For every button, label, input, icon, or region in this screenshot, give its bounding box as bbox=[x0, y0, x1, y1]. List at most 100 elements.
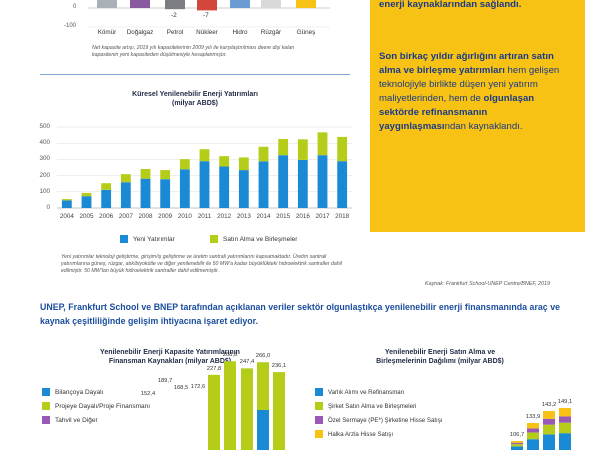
top-category-label: Nükleer bbox=[196, 29, 218, 36]
main-chart-title-line1: Küresel Yenilenebilir Enerji Yatırımları bbox=[132, 91, 258, 98]
br-bar-0-seg-0 bbox=[511, 446, 523, 450]
top-bar-1 bbox=[130, 0, 150, 8]
br-legend-label: Şirket Satın Alma ve Birleşmeleri bbox=[328, 402, 417, 410]
bottom-right-title-line1: Yenilenebilir Enerji Satın Alma ve bbox=[384, 349, 496, 356]
main-bar-ma-2010 bbox=[179, 159, 190, 170]
bottom-left-title: Yenilenebilir Enerji Kapasite Yatırımlar… bbox=[60, 348, 280, 367]
main-xtick-label: 2006 bbox=[99, 213, 114, 220]
top-category-label: Doğalgaz bbox=[126, 29, 154, 36]
top-bar-0 bbox=[97, 0, 117, 8]
top-bar-4 bbox=[230, 0, 250, 8]
callout-normal-1: hem gelişen teknolojiyle birlikte düşen … bbox=[379, 64, 560, 104]
main-ytick-label: 100 bbox=[39, 187, 50, 195]
bottom-right-title-line2: Birleşmelerinin Dağılımı (milyar ABD$) bbox=[376, 358, 504, 366]
top-divider bbox=[40, 74, 350, 75]
main-ytick-label: 0 bbox=[46, 204, 50, 211]
capacity-change-chart bbox=[88, 0, 330, 28]
global-investment-chart bbox=[57, 126, 352, 209]
main-bar-new-2004 bbox=[61, 200, 72, 208]
br-bar-3-seg-0 bbox=[559, 433, 571, 450]
br-bar-3-seg-2 bbox=[559, 416, 571, 423]
br-bar-value-label: 106,7 bbox=[509, 432, 525, 438]
main-legend-ma: Satın Alma ve Birleşmeler bbox=[210, 235, 297, 243]
bl-legend-item: Bilançoya Dayalı bbox=[42, 388, 103, 396]
top-ytick-0: 0 bbox=[73, 4, 77, 10]
main-chart-title-line2: (milyar ABD$) bbox=[171, 100, 219, 108]
bl-bar-value-label: 236,1 bbox=[271, 363, 287, 370]
top-label-nukleer: -7 bbox=[203, 12, 209, 19]
bl-bar-value-label: 172,6 bbox=[190, 384, 206, 391]
top-negative-bar-0 bbox=[165, 8, 185, 10]
br-legend-item: Varlık Alımı ve Refinansman bbox=[315, 388, 404, 396]
bl-legend-item: Tahvil ve Diğer bbox=[42, 416, 98, 424]
top-bar-3 bbox=[197, 0, 217, 8]
bl-bar-value-label: 168,5 bbox=[173, 385, 189, 392]
legend-swatch-new bbox=[120, 235, 128, 243]
bl-bar-blue-segment bbox=[257, 410, 269, 450]
main-bar-ma-2006 bbox=[101, 183, 112, 190]
main-bar-new-2005 bbox=[81, 196, 92, 208]
main-bar-new-2010 bbox=[179, 169, 190, 208]
top-bar-6 bbox=[296, 0, 316, 8]
main-ytick-label: 500 bbox=[39, 123, 50, 130]
main-ytick-label: 400 bbox=[39, 139, 50, 147]
br-bar-3-seg-3 bbox=[559, 408, 571, 417]
top-ytick-minus100: -100 bbox=[64, 23, 77, 29]
br-legend-item: Şirket Satın Alma ve Birleşmeleri bbox=[315, 402, 416, 410]
bottom-left-title-line2: Finansman Kaynakları (milyar ABD$) bbox=[108, 358, 232, 366]
br-legend-label: Özel Sermaye (PE*) Şirketine Hisse Satış… bbox=[328, 416, 443, 424]
br-bar-1-seg-0 bbox=[527, 439, 539, 450]
bl-bar-value-label: 227,8 bbox=[206, 365, 222, 372]
main-bar-new-2012 bbox=[219, 166, 230, 208]
main-bar-new-2007 bbox=[120, 182, 131, 208]
main-legend-new: Yeni Yatırımlar bbox=[120, 235, 175, 243]
main-bar-ma-2017 bbox=[317, 132, 328, 156]
br-legend-swatch bbox=[315, 416, 323, 424]
top-category-label: Petrol bbox=[166, 29, 184, 36]
br-bar-0-seg-3 bbox=[511, 441, 523, 443]
legend-label-ma: Satın Alma ve Birleşmeler bbox=[223, 235, 298, 243]
br-legend-swatch bbox=[315, 430, 323, 438]
main-bar-ma-2016 bbox=[297, 139, 308, 160]
br-bar-0-seg-1 bbox=[511, 444, 523, 447]
callout-normal-2: ndan kaynaklandı. bbox=[444, 120, 523, 132]
br-bar-2-seg-0 bbox=[543, 434, 555, 450]
main-ytick-label: 300 bbox=[39, 155, 50, 163]
bl-legend-label: Bilançoya Dayalı bbox=[55, 388, 104, 396]
main-ytick-label: 200 bbox=[39, 171, 50, 179]
callout-bold-1: Son birkaç yıldır ağırlığını artıran sat… bbox=[379, 51, 554, 76]
main-bar-new-2018 bbox=[337, 161, 348, 208]
br-legend-item: Özel Sermaye (PE*) Şirketine Hisse Satış… bbox=[315, 416, 442, 424]
top-category-label: Kömür bbox=[97, 29, 117, 36]
bl-bar-value-label: 152,4 bbox=[140, 390, 156, 397]
bottom-left-title-line1: Yenilenebilir Enerji Kapasite Yatırımlar… bbox=[100, 349, 240, 356]
br-bar-1-seg-2 bbox=[527, 428, 539, 433]
bl-legend-swatch bbox=[42, 402, 50, 410]
main-bar-new-2014 bbox=[258, 161, 269, 208]
main-xtick-label: 2014 bbox=[256, 213, 271, 220]
source-note: Kaynak: Frankfurt School-UNEP Centre/BNE… bbox=[425, 281, 550, 287]
br-bar-0-seg-2 bbox=[511, 442, 523, 445]
top-bar-5 bbox=[261, 0, 281, 8]
main-bar-ma-2011 bbox=[199, 149, 210, 162]
main-xtick-label: 2009 bbox=[158, 213, 173, 220]
br-legend-label: Halka Arzla Hisse Satışı bbox=[328, 430, 394, 438]
bl-bar-value-label: 268,8 bbox=[222, 352, 238, 359]
main-bar-new-2017 bbox=[317, 155, 328, 208]
main-xtick-label: 2017 bbox=[315, 213, 330, 220]
main-xtick-label: 2008 bbox=[138, 213, 153, 220]
br-bar-value-label: 133,9 bbox=[525, 414, 541, 420]
main-xtick-label: 2007 bbox=[118, 213, 133, 220]
main-bar-ma-2015 bbox=[278, 138, 289, 156]
main-bar-ma-2014 bbox=[258, 146, 269, 162]
top-negative-bar-1 bbox=[197, 8, 217, 11]
main-xtick-label: 2004 bbox=[59, 213, 74, 220]
main-bar-ma-2007 bbox=[120, 174, 131, 183]
legend-swatch-ma bbox=[210, 235, 218, 243]
main-bar-ma-2008 bbox=[140, 168, 151, 179]
main-chart-note: Yeni yatırımlar teknoloji geliştirme, gi… bbox=[61, 254, 342, 275]
bl-legend-item: Projeye Dayalı/Proje Finansmanı bbox=[42, 402, 150, 410]
main-xtick-label: 2005 bbox=[79, 213, 94, 220]
main-bar-new-2013 bbox=[238, 170, 249, 208]
